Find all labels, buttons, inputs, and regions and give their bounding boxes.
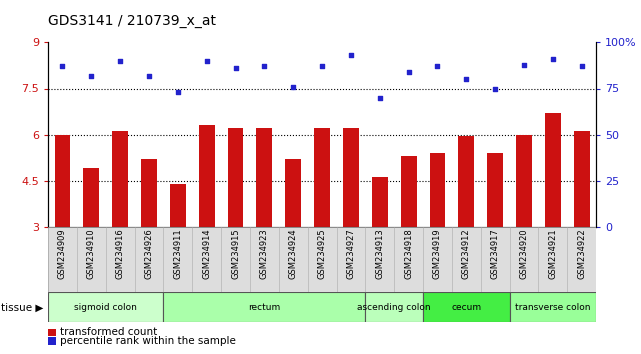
Point <box>547 56 558 62</box>
Point <box>404 69 414 75</box>
Text: GSM234923: GSM234923 <box>260 229 269 279</box>
Text: GSM234909: GSM234909 <box>58 229 67 279</box>
Text: GSM234924: GSM234924 <box>288 229 298 279</box>
Point <box>86 73 96 79</box>
Bar <box>510 292 596 322</box>
Text: GSM234922: GSM234922 <box>577 229 587 279</box>
Bar <box>458 136 474 227</box>
Text: transverse colon: transverse colon <box>515 303 590 312</box>
Bar <box>285 159 301 227</box>
Point <box>374 95 385 101</box>
Text: GSM234911: GSM234911 <box>173 229 183 279</box>
Text: tissue ▶: tissue ▶ <box>1 302 43 312</box>
Bar <box>256 129 272 227</box>
Bar <box>372 177 388 227</box>
Point <box>576 64 587 69</box>
Bar <box>401 156 417 227</box>
Bar <box>487 153 503 227</box>
Point <box>345 52 356 58</box>
Bar <box>199 125 215 227</box>
Bar <box>314 129 330 227</box>
Bar <box>48 292 163 322</box>
Bar <box>112 131 128 227</box>
Text: GSM234918: GSM234918 <box>404 229 413 279</box>
Text: GSM234914: GSM234914 <box>202 229 212 279</box>
Text: transformed count: transformed count <box>60 327 157 337</box>
Bar <box>423 292 510 322</box>
Point <box>230 65 240 71</box>
Text: GSM234926: GSM234926 <box>144 229 154 279</box>
Text: GSM234913: GSM234913 <box>375 229 385 279</box>
Point <box>259 64 269 69</box>
Point <box>58 64 67 69</box>
Point <box>144 73 154 79</box>
Point <box>490 86 500 91</box>
Bar <box>516 135 532 227</box>
Text: percentile rank within the sample: percentile rank within the sample <box>60 336 235 346</box>
Bar <box>365 292 423 322</box>
Bar <box>163 292 365 322</box>
Text: GSM234912: GSM234912 <box>462 229 471 279</box>
Bar <box>343 129 359 227</box>
Text: GSM234920: GSM234920 <box>519 229 529 279</box>
Point <box>432 64 442 69</box>
Point <box>172 89 183 95</box>
Bar <box>170 184 186 227</box>
Text: cecum: cecum <box>451 303 481 312</box>
Bar <box>83 168 99 227</box>
Text: GSM234919: GSM234919 <box>433 229 442 279</box>
Point <box>288 84 298 90</box>
Text: GSM234910: GSM234910 <box>87 229 96 279</box>
Bar <box>228 129 244 227</box>
Point <box>461 76 471 82</box>
Text: ascending colon: ascending colon <box>358 303 431 312</box>
Point <box>115 58 125 64</box>
Point <box>201 58 212 64</box>
Text: GSM234916: GSM234916 <box>115 229 125 279</box>
Point <box>317 64 327 69</box>
Bar <box>54 135 71 227</box>
Bar <box>141 159 157 227</box>
Text: GSM234921: GSM234921 <box>548 229 558 279</box>
Text: GDS3141 / 210739_x_at: GDS3141 / 210739_x_at <box>48 14 216 28</box>
Text: rectum: rectum <box>248 303 281 312</box>
Point <box>519 62 529 67</box>
Text: GSM234915: GSM234915 <box>231 229 240 279</box>
Bar <box>545 113 561 227</box>
Text: GSM234925: GSM234925 <box>317 229 327 279</box>
Text: GSM234917: GSM234917 <box>490 229 500 279</box>
Bar <box>574 131 590 227</box>
Bar <box>429 153 445 227</box>
Text: GSM234927: GSM234927 <box>346 229 356 279</box>
Text: sigmoid colon: sigmoid colon <box>74 303 137 312</box>
